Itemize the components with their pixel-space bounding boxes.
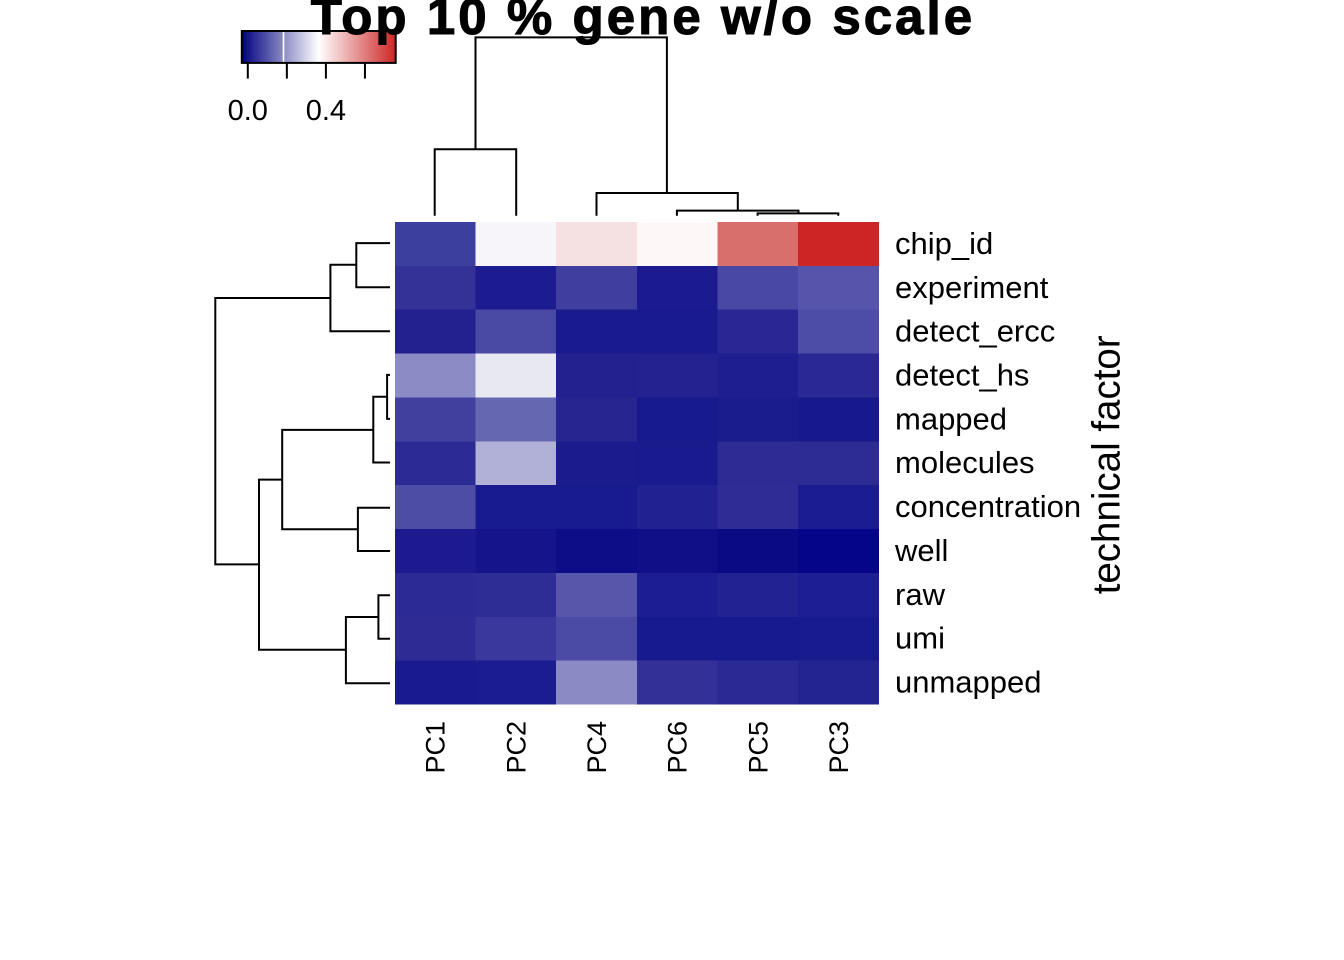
svg-text:experiment: experiment [895,270,1049,305]
svg-text:mapped: mapped [895,401,1007,436]
svg-text:concentration: concentration [895,489,1081,524]
svg-text:PC2: PC2 [501,721,531,774]
svg-text:well: well [894,533,948,568]
svg-text:unmapped: unmapped [895,665,1042,700]
svg-text:0.0: 0.0 [228,95,268,127]
svg-text:detect_hs: detect_hs [895,358,1029,393]
svg-text:PC5: PC5 [743,721,773,774]
svg-text:PC3: PC3 [824,721,854,774]
svg-text:PC1: PC1 [421,721,451,774]
svg-text:PC6: PC6 [663,721,693,774]
svg-text:umi: umi [895,621,945,656]
svg-text:PC4: PC4 [582,721,612,774]
svg-text:chip_id: chip_id [895,226,993,261]
svg-text:molecules: molecules [895,445,1035,480]
svg-text:Top 10 % gene w/o scale: Top 10 % gene w/o scale [311,0,975,45]
svg-text:detect_ercc: detect_ercc [895,314,1055,349]
svg-text:technical factor: technical factor [1086,335,1129,594]
svg-text:0.4: 0.4 [306,95,346,127]
svg-text:raw: raw [895,577,946,612]
